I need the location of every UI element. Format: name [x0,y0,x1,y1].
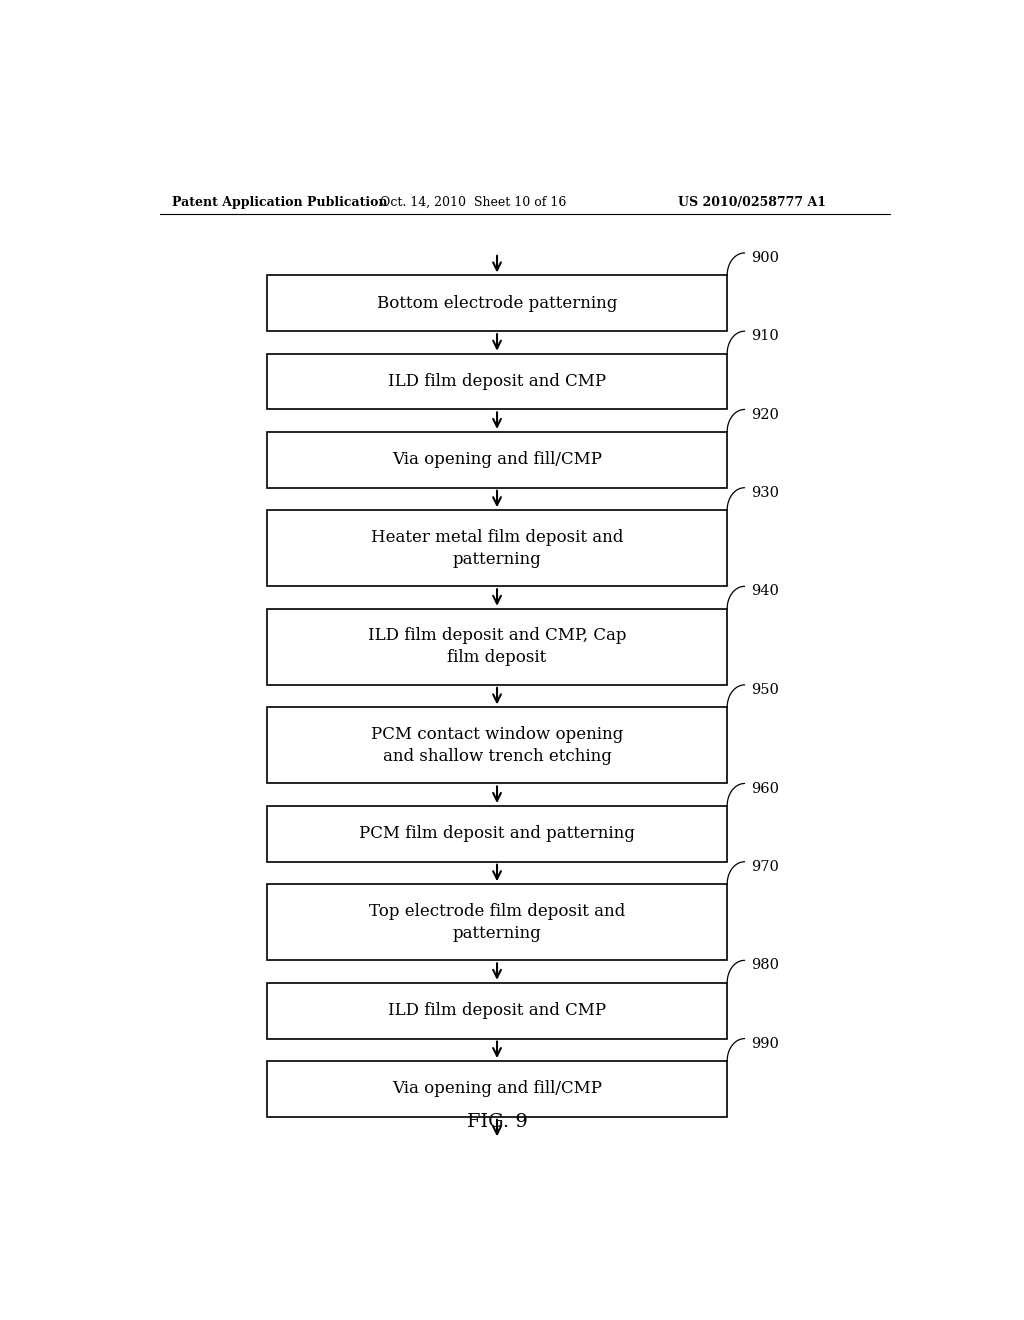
Text: FIG. 9: FIG. 9 [467,1113,527,1131]
Text: Oct. 14, 2010  Sheet 10 of 16: Oct. 14, 2010 Sheet 10 of 16 [380,195,566,209]
Bar [267,982,727,1039]
Text: PCM film deposit and patterning: PCM film deposit and patterning [359,825,635,842]
Text: Top electrode film deposit and
patterning: Top electrode film deposit and patternin… [369,903,625,942]
Text: 900: 900 [751,251,779,265]
Text: 940: 940 [751,585,779,598]
Text: 950: 950 [751,682,779,697]
Text: US 2010/0258777 A1: US 2010/0258777 A1 [678,195,826,209]
Text: 970: 970 [751,859,779,874]
Text: Via opening and fill/CMP: Via opening and fill/CMP [392,451,602,469]
Text: Heater metal film deposit and
patterning: Heater metal film deposit and patterning [371,528,624,568]
Text: ILD film deposit and CMP, Cap
film deposit: ILD film deposit and CMP, Cap film depos… [368,627,627,667]
Text: Patent Application Publication: Patent Application Publication [172,195,387,209]
Bar [267,609,727,685]
Bar [267,354,727,409]
Text: 910: 910 [751,329,778,343]
Bar [267,510,727,586]
Text: 960: 960 [751,781,779,796]
Text: 980: 980 [751,958,779,973]
Bar [267,1061,727,1117]
Text: 990: 990 [751,1036,779,1051]
Text: ILD film deposit and CMP: ILD film deposit and CMP [388,374,606,389]
Text: PCM contact window opening
and shallow trench etching: PCM contact window opening and shallow t… [371,726,624,766]
Text: ILD film deposit and CMP: ILD film deposit and CMP [388,1002,606,1019]
Bar [267,276,727,331]
Text: Bottom electrode patterning: Bottom electrode patterning [377,294,617,312]
Text: 930: 930 [751,486,779,500]
Text: Via opening and fill/CMP: Via opening and fill/CMP [392,1080,602,1097]
Bar [267,884,727,961]
Bar [267,708,727,784]
Bar [267,805,727,862]
Text: 920: 920 [751,408,779,421]
Bar [267,432,727,487]
